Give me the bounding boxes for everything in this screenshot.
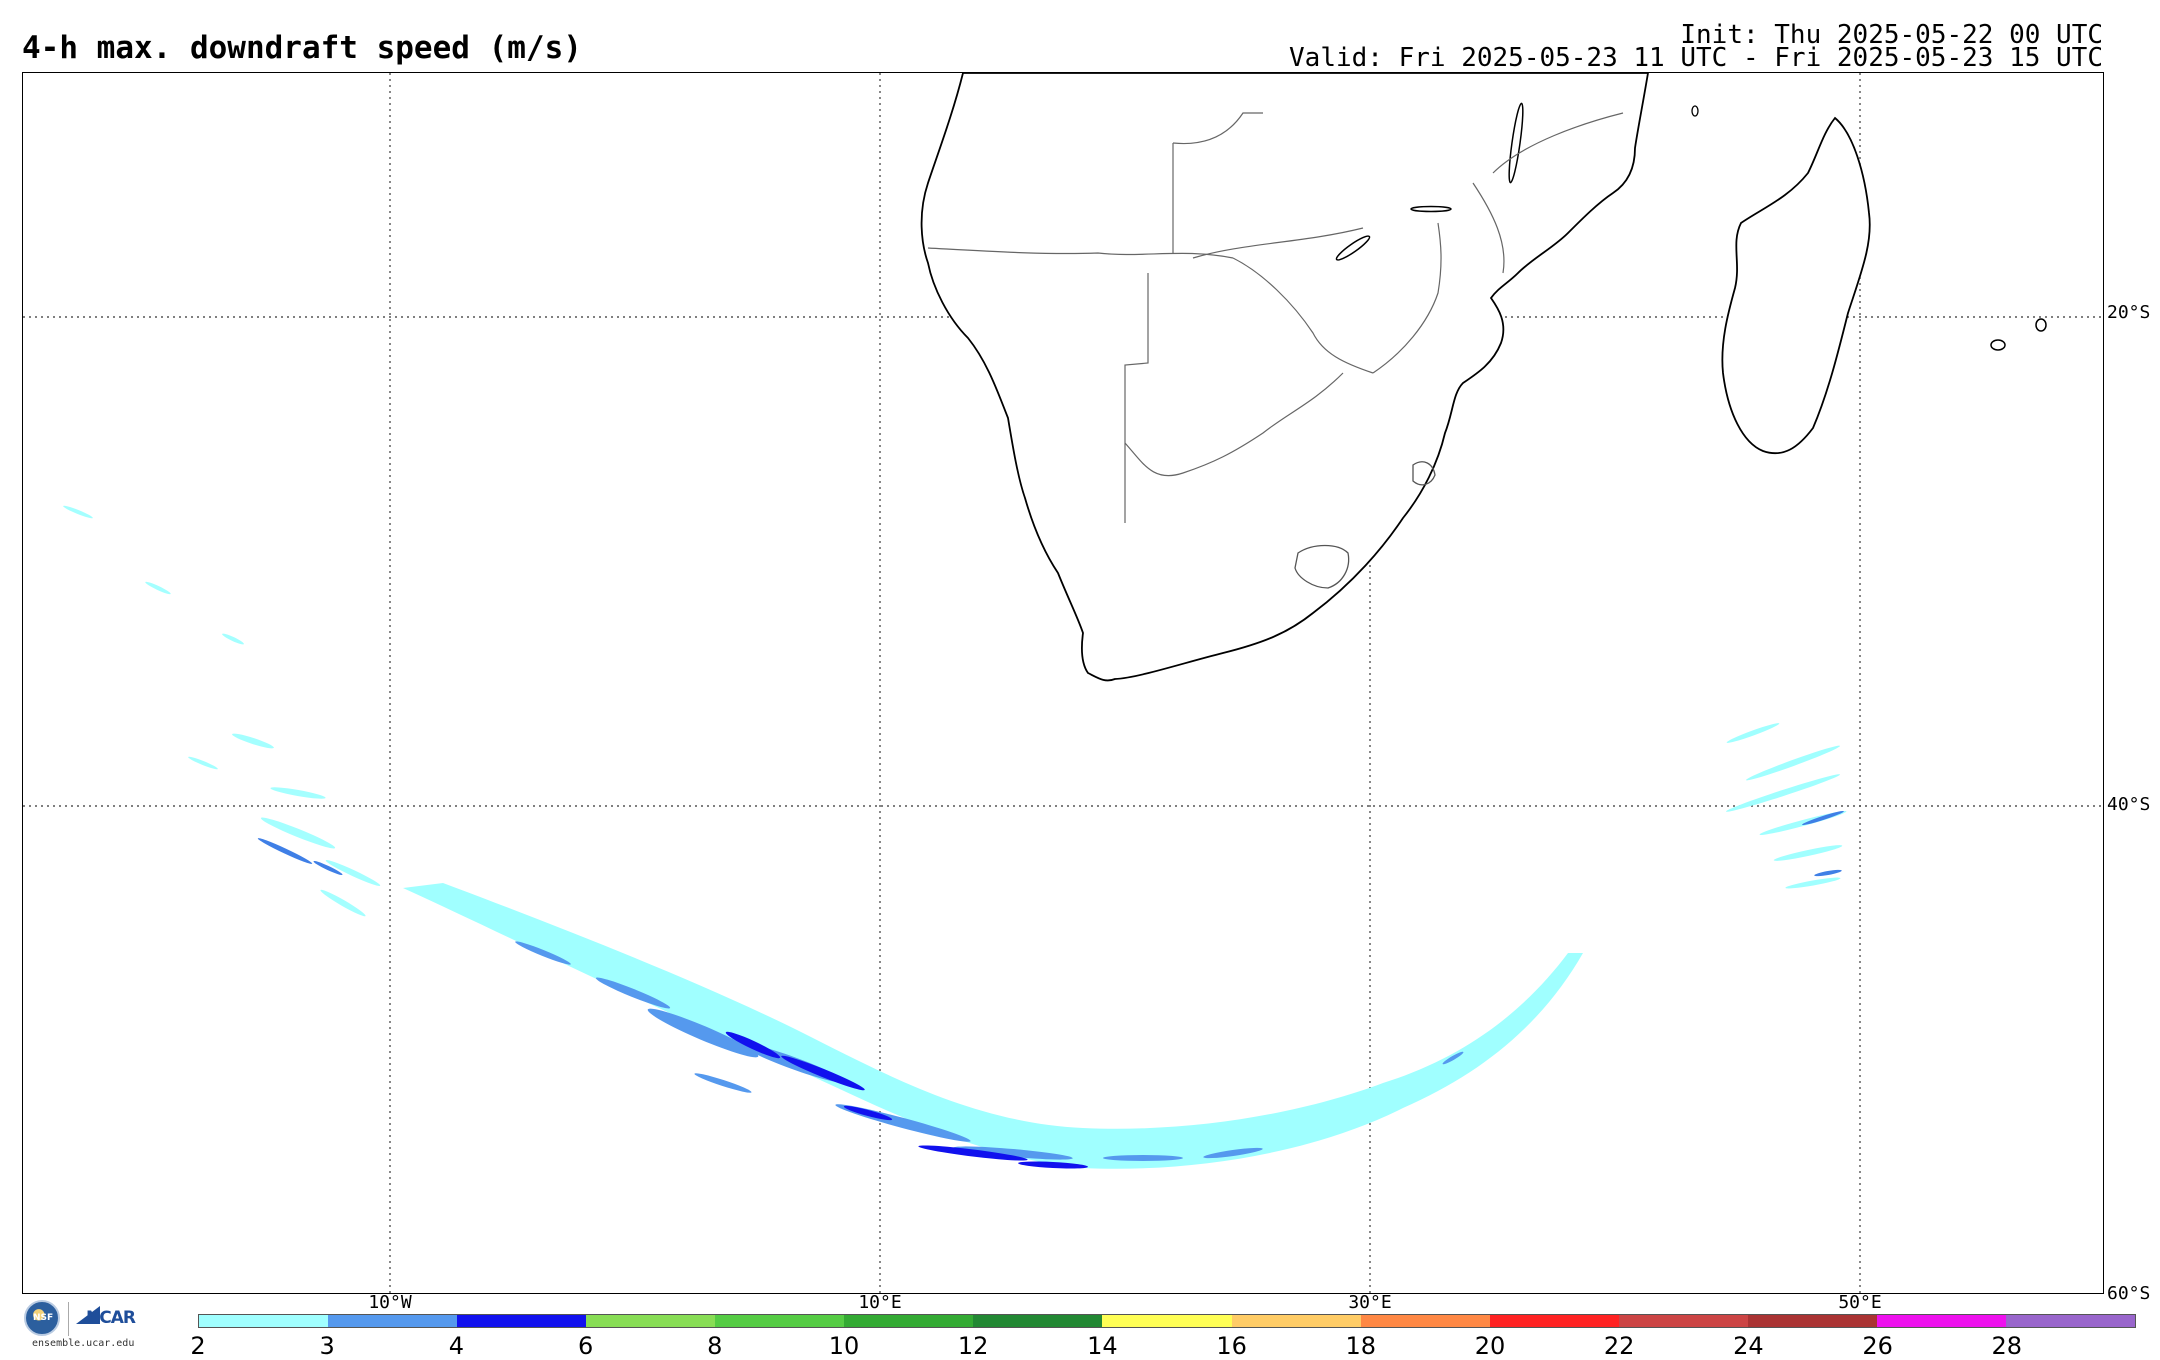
border-malawi-mozambique [1472,182,1505,274]
colorbar-segment [2005,1315,2135,1327]
logo-divider [68,1302,69,1336]
lake-cahora [1410,205,1452,213]
downdraft-streaks-east-dark [1802,810,1844,877]
lake-malawi [1508,102,1524,184]
colorbar-segment [1747,1315,1877,1327]
site-url: ensemble.ucar.edu [32,1338,135,1349]
lon-label-30e: 30°E [1348,1292,1392,1313]
lat-label-40s: 40°S [2107,794,2151,815]
logos: NSF NCAR ensemble.ucar.edu [24,1300,156,1352]
lon-label-10w: 10°W [368,1292,412,1313]
border-zambia-drc [1172,112,1263,145]
africa-coastline [920,73,1649,682]
lon-label-50e: 50°E [1838,1292,1882,1313]
colorbar-label: 12 [957,1332,989,1360]
colorbar-label: 6 [577,1332,594,1360]
colorbar-label: 2 [190,1332,206,1360]
colorbar-segment [1489,1315,1619,1327]
lesotho-border [1294,544,1350,589]
colorbar-segment [199,1315,329,1327]
colorbar-label: 14 [1087,1332,1118,1360]
colorbar-segment [844,1315,974,1327]
border-botswana-south-africa [1124,372,1344,477]
colorbar-segment [1231,1315,1361,1327]
colorbar-label: 22 [1603,1332,1635,1360]
colorbar-segment [1360,1315,1490,1327]
colorbar-label: 18 [1345,1332,1377,1360]
downdraft-band-dark [725,1031,1088,1169]
comoros-island [1691,105,1699,117]
border-tanzania-mozambique [1492,112,1624,174]
border-zambia-zimbabwe [1192,227,1364,259]
map-panel [22,72,2104,1294]
colorbar-label: 24 [1733,1332,1764,1360]
colorbar-label: 26 [1862,1332,1893,1360]
colorbar-label: 3 [319,1332,335,1360]
colorbar-label: 16 [1216,1332,1247,1360]
colorbar-segment [715,1315,845,1327]
colorbar-label: 8 [707,1332,723,1360]
colorbar-segment [973,1315,1103,1327]
init-time: Init: Thu 2025-05-22 00 UTC [1680,20,2103,50]
madagascar-coastline [1721,116,1871,455]
ncar-logo-text: NCAR [86,1308,136,1328]
eswatini-border [1412,461,1436,486]
border-angola-namibia [927,247,1234,259]
ncar-mark-icon [76,1306,100,1324]
downdraft-streaks-west [63,505,381,917]
border-namibia-botswana [1124,273,1149,523]
nsf-logo-icon: NSF [24,1300,60,1336]
colorbar-segment [1876,1315,2006,1327]
lon-label-10e: 10°E [858,1292,902,1313]
colorbar [198,1314,2136,1328]
colorbar-label: 28 [1991,1332,2023,1360]
mauritius-island [2035,318,2047,332]
colorbar-label: 10 [828,1332,860,1360]
lat-label-60s: 60°S [2107,1283,2151,1304]
downdraft-band-light [403,883,1583,1169]
country-borders [927,112,1624,523]
border-mozambique-zimbabwe [1372,222,1442,374]
lat-label-20s: 20°S [2107,302,2151,323]
nsf-logo-text: NSF [33,1313,54,1323]
colorbar-segment [328,1315,458,1327]
colorbar-segment [457,1315,587,1327]
colorbar-segment [1102,1315,1232,1327]
downdraft-streaks-east [1725,723,1847,889]
map-canvas [23,73,2103,1293]
lake-kariba [1335,235,1371,261]
border-zimbabwe-botswana [1232,257,1374,374]
colorbar-segment [1618,1315,1748,1327]
colorbar-segment [586,1315,716,1327]
reunion-island [1990,339,2006,351]
valid-time: Valid: Fri 2025-05-23 11 UTC - Fri 2025-… [1289,43,2103,73]
downdraft-streaks-west-dark [257,838,343,876]
colorbar-label: 20 [1474,1332,1506,1360]
colorbar-label: 4 [448,1332,465,1360]
map-title: 4-h max. downdraft speed (m/s) [22,30,582,66]
